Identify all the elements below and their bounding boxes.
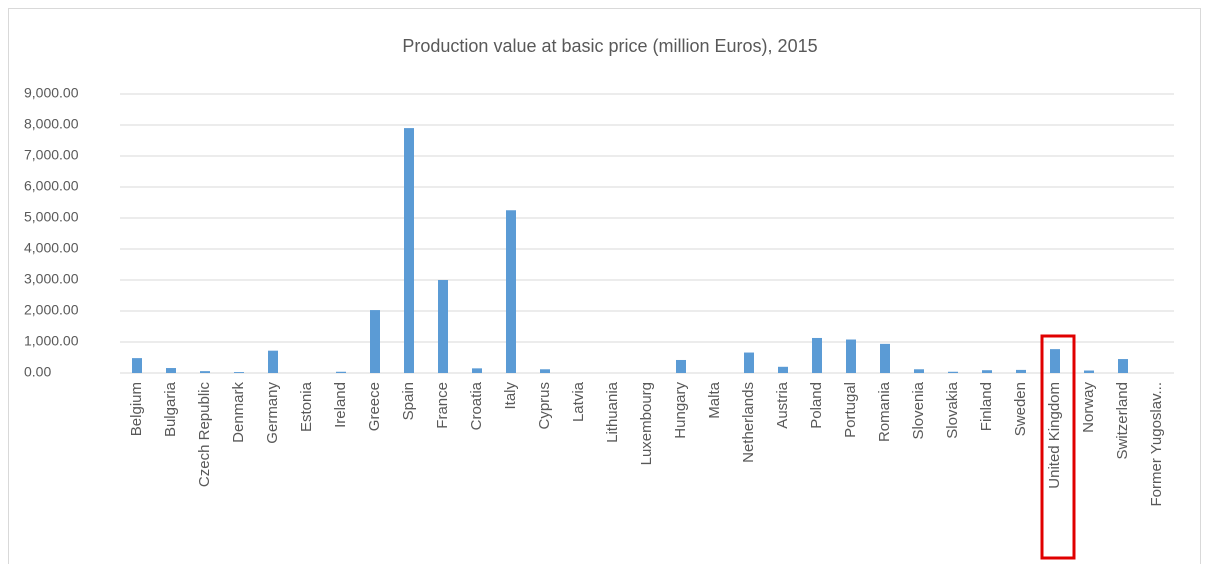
x-tick-label: Portugal <box>842 382 859 438</box>
bar <box>506 210 516 373</box>
bar <box>200 371 210 373</box>
x-tick-label: Poland <box>808 382 825 429</box>
bar <box>948 371 958 373</box>
x-tick-label: Former Yugoslav... <box>1148 382 1165 507</box>
bar <box>132 358 142 373</box>
bar <box>880 343 890 373</box>
bar <box>1118 359 1128 373</box>
bar <box>1084 370 1094 373</box>
bar <box>676 359 686 373</box>
bar <box>268 350 278 373</box>
x-tick-label: Croatia <box>468 381 485 430</box>
x-tick-label: Austria <box>774 381 791 428</box>
x-tick-label: Slovakia <box>944 381 961 438</box>
bar <box>778 366 788 373</box>
y-tick-label: 9,000.00 <box>24 85 79 101</box>
highlight-box <box>1040 334 1076 560</box>
y-tick-label: 5,000.00 <box>24 209 79 225</box>
x-tick-label: Netherlands <box>740 382 757 463</box>
x-tick-label: Germany <box>264 382 281 444</box>
x-tick-label: Latvia <box>570 381 587 422</box>
y-tick-label: 3,000.00 <box>24 271 79 287</box>
bar <box>744 352 754 373</box>
plot: 0.00 1,000.00 2,000.00 3,000.00 4,000.00 5,00… <box>24 85 1174 507</box>
x-tick-label: Switzerland <box>1114 382 1131 460</box>
chart-border <box>8 8 1201 564</box>
y-tick-label: 2,000.00 <box>24 302 79 318</box>
x-tick-label: Czech Republic <box>196 382 213 488</box>
bar <box>404 128 414 373</box>
x-tick-label: Spain <box>400 382 417 420</box>
bar <box>336 371 346 373</box>
x-tick-label: Hungary <box>672 382 689 439</box>
x-tick-label: Norway <box>1080 382 1097 433</box>
bar <box>812 337 822 373</box>
bar <box>472 368 482 373</box>
y-tick-label: 8,000.00 <box>24 116 79 132</box>
x-tick-label: Sweden <box>1012 382 1029 436</box>
y-tick-label: 4,000.00 <box>24 240 79 256</box>
bar <box>1016 369 1026 373</box>
x-tick-label: Bulgaria <box>162 381 179 437</box>
bar <box>1050 349 1060 373</box>
x-tick-label: Finland <box>978 382 995 431</box>
x-tick-label: Belgium <box>128 382 145 436</box>
x-tick-label: Greece <box>366 382 383 431</box>
x-tick-label: Luxembourg <box>638 382 655 465</box>
x-tick-label: United Kingdom <box>1046 382 1063 489</box>
x-tick-label: Malta <box>706 381 723 418</box>
bar <box>166 368 176 373</box>
x-tick-label: Ireland <box>332 382 349 428</box>
x-tick-label: Lithuania <box>604 381 621 443</box>
bar <box>234 372 244 373</box>
bar <box>846 339 856 373</box>
x-tick-label: Italy <box>502 382 519 410</box>
y-tick-label: 7,000.00 <box>24 147 79 163</box>
x-tick-label: Estonia <box>298 381 315 432</box>
y-tick-label: 1,000.00 <box>24 333 79 349</box>
bar <box>438 280 448 373</box>
y-tick-label: 6,000.00 <box>24 178 79 194</box>
bar <box>370 310 380 373</box>
x-tick-label: France <box>434 382 451 429</box>
bar <box>540 369 550 373</box>
chart-title: Production value at basic price (million… <box>402 36 817 56</box>
x-tick-label: Cyprus <box>536 382 553 430</box>
x-tick-label: Slovenia <box>910 381 927 439</box>
bar <box>982 370 992 373</box>
y-tick-label: 0.00 <box>24 364 51 380</box>
x-tick-label: Romania <box>876 381 893 442</box>
bar <box>914 369 924 373</box>
x-tick-label: Denmark <box>230 382 247 443</box>
